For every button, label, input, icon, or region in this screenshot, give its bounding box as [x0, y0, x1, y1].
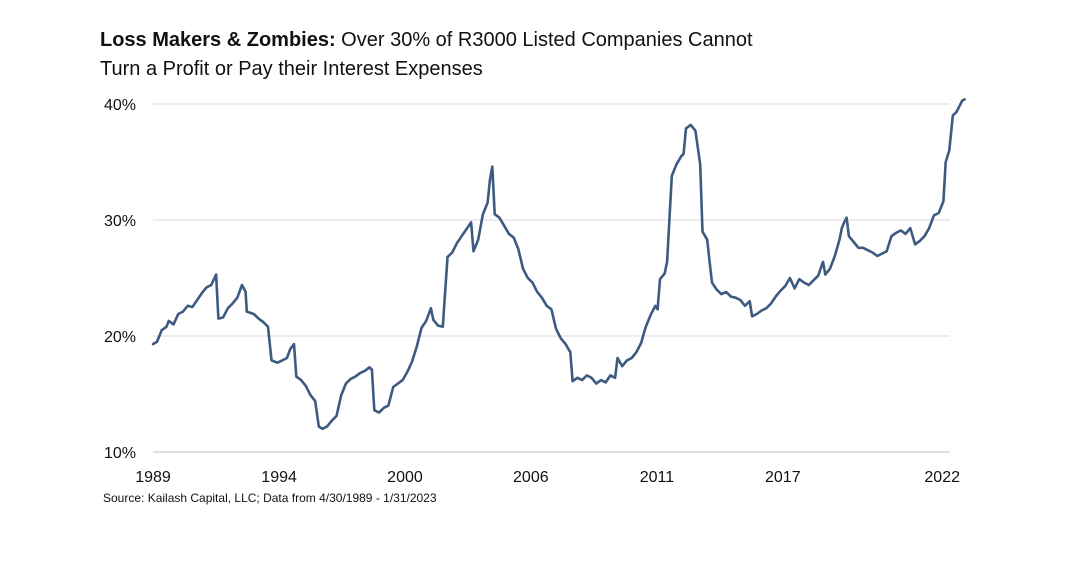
x-tick-label: 1994 — [261, 469, 297, 486]
x-tick-label: 1989 — [135, 469, 171, 486]
x-tick-label: 2017 — [765, 469, 801, 486]
y-tick-label: 20% — [104, 329, 136, 346]
x-tick-labels: 1989 1994 2000 2006 2011 2017 2022 — [135, 469, 960, 486]
chart-title-line-1: Loss Makers & Zombies: Over 30% of R3000… — [100, 26, 1000, 55]
y-tick-label: 40% — [104, 97, 136, 114]
x-tick-label: 2022 — [924, 469, 960, 486]
x-tick-label: 2006 — [513, 469, 549, 486]
source-note: Source: Kailash Capital, LLC; Data from … — [103, 491, 437, 505]
chart-title: Loss Makers & Zombies: Over 30% of R3000… — [100, 26, 1000, 84]
series-line — [151, 98, 966, 431]
series-layer — [151, 98, 966, 431]
chart-title-rest: Over 30% of R3000 Listed Companies Canno… — [335, 29, 753, 51]
chart-title-line-2: Turn a Profit or Pay their Interest Expe… — [100, 58, 483, 80]
y-tick-label: 30% — [104, 213, 136, 230]
x-tick-label: 2011 — [640, 469, 675, 486]
gridlines — [153, 103, 950, 337]
y-tick-label: 10% — [104, 445, 136, 462]
chart-title-bold: Loss Makers & Zombies: — [100, 29, 336, 51]
y-tick-labels: 10% 20% 30% 40% — [104, 97, 136, 462]
x-tick-label: 2000 — [387, 469, 423, 486]
